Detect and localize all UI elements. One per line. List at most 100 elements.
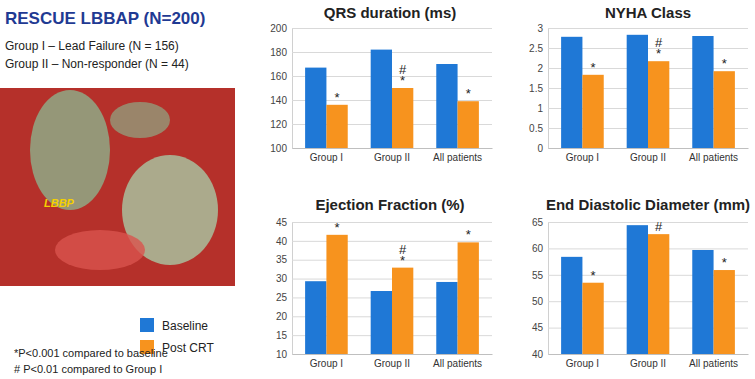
image-label: LBBP [44,197,75,209]
y-tick-label: 100 [270,143,287,154]
x-tick: Group I [310,148,343,163]
legend-swatch [140,318,154,332]
legend-label: Baseline [162,319,208,333]
y-axis-line [292,29,293,149]
significance-marker: * [591,60,596,75]
y-tick-label: 2 [537,63,543,74]
x-tick: Group II [374,354,410,369]
y-tick-label: 0 [537,143,543,154]
y-tick-label: 40 [532,349,544,360]
x-tick-label: Group II [630,152,666,163]
x-tick-label: All patients [689,358,738,369]
x-tick-label: Group I [566,358,599,369]
footnote: *P<0.001 compared to baseline [14,347,168,359]
grid-line [292,148,492,149]
y-tick-label: 1 [537,103,543,114]
y-axis: 100120140160180200 [270,23,492,154]
grid-line [548,354,748,355]
x-tick: All patients [689,354,738,369]
x-tick-label: Group II [374,358,410,369]
x-tick-label: Group I [310,152,343,163]
y-tick-label: 140 [270,95,287,106]
bar [305,281,326,354]
bars [305,50,479,148]
bar [371,50,392,148]
y-tick-label: 30 [276,273,288,284]
x-axis: Group IGroup IIAll patients [549,148,749,163]
significance-marker: * [722,255,727,270]
x-axis-line [549,148,749,149]
heart-image [0,88,235,286]
x-tick-label: Group I [310,358,343,369]
x-tick-label: Group II [374,152,410,163]
bar [582,283,603,354]
significance-marker: * [400,73,405,88]
y-axis: 00.511.522.53 [529,23,748,154]
bar [714,71,735,148]
y-tick-label: 180 [270,47,287,58]
bar [692,36,713,148]
bar [371,291,392,354]
chart: 00.511.522.53Group IGroup IIAll patients… [529,23,748,163]
x-axis: Group I Group II All patients [293,148,493,163]
chart-title: NYHA Class [605,4,691,21]
y-tick: 200 [270,23,492,34]
bar [305,68,326,148]
y-tick-label: 25 [276,292,288,303]
x-axis-line [293,354,493,355]
x-tick-label: Group II [630,358,666,369]
x-tick-label: All patients [433,358,482,369]
bars [561,35,735,148]
x-axis: Group I Group II All patients [293,354,493,369]
y-tick-label: 20 [276,311,288,322]
annotations: *#** [591,35,727,75]
x-tick: Group I [310,354,343,369]
y-tick-label: 65 [532,217,544,228]
chart: 40 45 50 55 60 65 Group I Group II All patients *… [532,217,749,369]
bar [392,268,413,354]
y-tick-label: 200 [270,23,287,34]
bars [561,225,735,354]
y-tick-label: 45 [532,322,544,333]
y-axis-line [548,223,549,355]
x-tick: All patients [433,148,482,163]
x-tick: All patients [433,354,482,369]
y-tick-label: 50 [532,296,544,307]
y-tick-label: 120 [270,119,287,130]
bar [436,282,457,354]
grid-line [292,28,492,29]
significance-marker: * [466,86,471,101]
chart: 100120140160180200Group IGroup IIAll pat… [270,23,492,163]
significance-marker: * [656,46,661,61]
bar [648,61,669,148]
x-tick: Group II [374,148,410,163]
y-tick-label: 10 [276,349,288,360]
significance-marker: * [335,220,340,235]
bar [326,105,347,148]
y-tick-label: 55 [532,270,544,281]
y-tick-label: 45 [276,217,288,228]
annotations: *#* [591,219,727,283]
image-region [110,102,170,138]
bar [648,234,669,354]
bar [582,75,603,148]
x-tick: Group I [566,354,599,369]
x-axis-line [549,354,749,355]
grid-line [292,241,492,242]
significance-marker: * [466,227,471,242]
x-axis-line [293,148,493,149]
y-tick-label: 35 [276,254,288,265]
significance-marker: # [655,219,663,234]
chart-title: End Diastolic Diameter (mm) [546,196,750,213]
page-title: RESCUE LBBAP (N=200) [5,9,205,28]
bar [392,88,413,148]
x-tick: Group II [630,148,666,163]
y-tick-label: 60 [532,243,544,254]
x-tick-label: Group I [566,152,599,163]
chart: 1015202530354045Group IGroup IIAll patie… [276,217,493,369]
significance-marker: * [335,90,340,105]
y-tick-label: 2.5 [529,43,543,54]
grid-line [548,28,748,29]
x-tick: Group I [566,148,599,163]
annotations: *#** [335,62,471,105]
